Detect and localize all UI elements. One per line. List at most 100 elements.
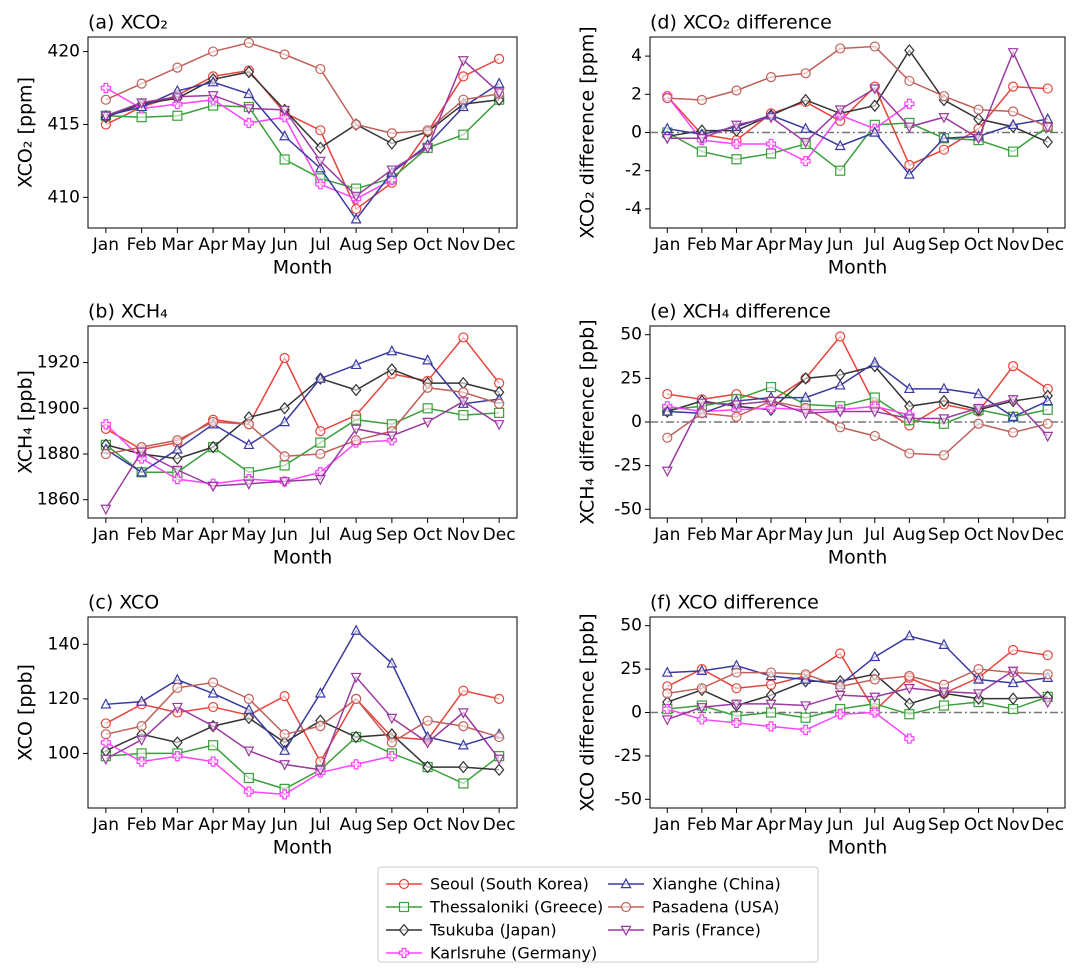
x-tick-label: Mar: [720, 525, 752, 545]
x-tick-label: Jan: [92, 815, 119, 835]
series-line: [666, 85, 1048, 166]
point-marker: [100, 737, 111, 748]
series-line: [667, 696, 1048, 719]
point-marker: [938, 394, 950, 408]
point-marker: [973, 104, 984, 115]
x-tick-label: Jul: [864, 235, 886, 255]
series-line: [667, 708, 910, 740]
point-marker: [973, 403, 985, 415]
point-marker: [973, 689, 985, 700]
point-marker: [279, 415, 291, 427]
point-marker: [904, 44, 915, 57]
point-marker: [765, 667, 777, 678]
x-tick-label: Aug: [340, 525, 373, 545]
point-marker: [422, 354, 434, 365]
point-marker: [800, 712, 811, 723]
x-tick-label: May: [231, 235, 266, 255]
panel-title: (e) XCH₄ difference: [650, 301, 831, 323]
point-marker: [869, 84, 881, 95]
point-marker: [494, 731, 505, 743]
point-marker: [494, 407, 505, 418]
point-marker: [800, 724, 811, 735]
series-line: [667, 386, 1048, 425]
x-tick-label: Jun: [270, 235, 298, 255]
point-marker: [731, 717, 742, 729]
point-marker: [904, 448, 915, 459]
plot-area: [87, 325, 518, 519]
point-marker: [662, 688, 673, 699]
point-marker: [350, 624, 362, 635]
point-marker: [661, 666, 673, 677]
point-marker: [136, 447, 148, 458]
point-marker: [662, 432, 673, 443]
point-marker: [869, 126, 881, 137]
series-line: [105, 59, 500, 197]
point-marker: [938, 700, 950, 711]
point-marker: [315, 426, 326, 437]
point-marker: [243, 479, 255, 490]
point-marker: [731, 683, 742, 694]
x-tick-label: Apr: [756, 815, 785, 835]
y-tick-label: -25: [614, 746, 642, 766]
point-marker: [314, 161, 326, 173]
x-tick-label: May: [788, 235, 823, 255]
y-tick-label: 120: [48, 689, 80, 709]
point-marker: [386, 137, 398, 150]
point-marker: [800, 156, 811, 167]
series-line: [105, 81, 500, 221]
point-marker: [243, 786, 254, 797]
plot-area: [87, 36, 518, 229]
point-marker: [973, 387, 985, 399]
point-marker: [493, 77, 505, 88]
point-marker: [458, 410, 469, 421]
point-marker: [1007, 410, 1019, 421]
x-tick-label: Mar: [161, 525, 193, 545]
point-marker: [800, 669, 811, 680]
point-marker: [494, 398, 505, 409]
point-marker: [386, 713, 398, 725]
series-line: [666, 400, 1048, 456]
x-tick-label: Apr: [198, 235, 227, 255]
point-marker: [1008, 361, 1019, 372]
panel-title: (c) XCO: [88, 592, 159, 614]
point-marker: [1042, 697, 1054, 709]
point-marker: [136, 735, 148, 747]
point-marker: [136, 98, 148, 109]
point-marker: [243, 693, 254, 704]
point-marker: [731, 667, 742, 678]
y-tick-label: -4: [625, 199, 642, 219]
point-marker: [938, 450, 950, 461]
point-marker: [207, 75, 219, 87]
point-marker: [351, 759, 362, 770]
point-marker: [904, 670, 915, 682]
point-marker: [422, 143, 434, 155]
x-tick-label: Dec: [483, 235, 516, 255]
point-marker: [207, 687, 219, 698]
point-marker: [314, 474, 326, 486]
series-line: [667, 45, 1049, 128]
x-tick-label: Jun: [826, 815, 854, 835]
series-line: [105, 400, 500, 510]
point-marker: [386, 344, 398, 356]
x-tick-label: Mar: [720, 815, 752, 835]
point-marker: [208, 701, 219, 713]
point-marker: [493, 88, 505, 99]
x-tick-label: Apr: [756, 525, 785, 545]
y-tick-label: 25: [620, 368, 642, 388]
point-marker: [457, 56, 469, 67]
point-marker: [835, 331, 846, 342]
point-marker: [1042, 404, 1053, 415]
x-tick-label: Jul: [309, 235, 331, 255]
point-marker: [279, 729, 290, 740]
point-marker: [243, 438, 255, 450]
point-marker: [1008, 644, 1019, 656]
point-marker: [696, 664, 708, 676]
plot-area: [87, 616, 518, 809]
point-marker: [100, 419, 111, 430]
y-axis-label: XCO₂ [ppm]: [15, 77, 37, 188]
x-tick-label: Dec: [1031, 815, 1064, 835]
y-tick-label: 0: [631, 123, 642, 143]
point-marker: [1042, 650, 1053, 661]
point-marker: [903, 168, 915, 179]
